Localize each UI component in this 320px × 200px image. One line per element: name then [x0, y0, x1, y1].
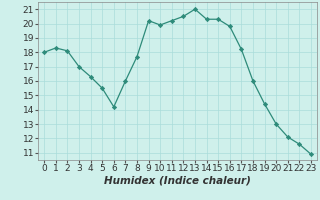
X-axis label: Humidex (Indice chaleur): Humidex (Indice chaleur): [104, 176, 251, 186]
